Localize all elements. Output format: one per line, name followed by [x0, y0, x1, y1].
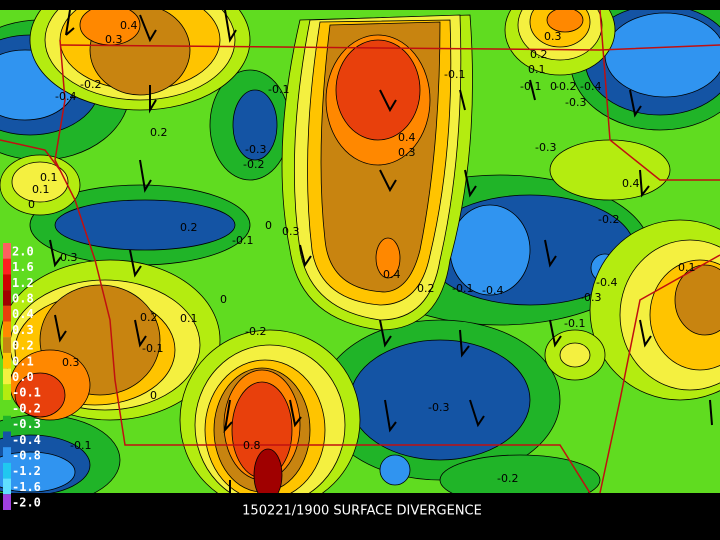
legend-swatch — [3, 447, 11, 463]
state-border — [599, 10, 720, 181]
legend-swatch — [3, 478, 11, 495]
contour-label: 0 — [220, 293, 227, 306]
contour-label: 0.1 — [40, 171, 58, 184]
contour-label: 0 — [550, 80, 557, 93]
contour-label: 0.4 — [622, 177, 640, 190]
contour-label: -0.1 — [70, 439, 91, 452]
contour-label: 0.3 — [105, 33, 123, 46]
contour-label: -0.3 — [428, 401, 449, 414]
contour-label: -0.2 — [598, 213, 619, 226]
legend-swatch — [3, 305, 11, 322]
contour-label: 0 — [28, 198, 35, 211]
legend-swatch — [3, 243, 11, 259]
legend-label: 0.1 — [12, 354, 34, 368]
color-legend: 2.0 1.6 1.20.8 0.4 0.3 0.20.1 0.0 -0.1-0.2 -0.3 -… — [3, 243, 41, 510]
state-border — [599, 254, 720, 493]
contour-label: 0.2 — [530, 48, 548, 61]
legend-swatch — [3, 494, 11, 510]
legend-swatch — [3, 321, 11, 338]
contour-label: 0 — [150, 389, 157, 402]
contour-label: -0.2 — [555, 80, 576, 93]
legend-swatch — [3, 290, 11, 306]
contour-label: 0.2 — [417, 282, 435, 295]
state-border — [0, 139, 61, 171]
contour-label: -0.4 — [580, 80, 601, 93]
contour-label: 0.4 — [398, 131, 416, 144]
legend-label: -2.0 — [12, 496, 41, 510]
legend-label: -0.8 — [12, 449, 41, 463]
contour-label: 0.2 — [180, 221, 198, 234]
contour-label: -0.1 — [520, 80, 541, 93]
band-dark-red — [253, 448, 283, 493]
contour-label: -0.3 — [245, 143, 266, 156]
contour-label: 0.2 — [150, 126, 168, 139]
legend-swatch — [3, 415, 11, 432]
contour-label: 0.3 — [60, 251, 78, 264]
contour-field: 0.4 0.3 -0.2 -0.4 0.2 -0.1 -0.3 -0.2 0.4… — [0, 10, 720, 493]
legend-swatch — [3, 431, 11, 448]
contour-label: -0.4 — [482, 284, 503, 297]
contour-label: 0.1 — [678, 261, 696, 274]
contour-label: -0.2 — [245, 325, 266, 338]
contour-label: 0.3 — [62, 356, 80, 369]
legend-label: -0.4 — [12, 433, 41, 447]
contour-label: -0.4 — [55, 90, 76, 103]
contour-label: -0.1 — [268, 83, 289, 96]
contour-label: 0.2 — [140, 311, 158, 324]
contour-label: 0.4 — [120, 19, 138, 32]
contour-label: -0.3 — [565, 96, 586, 109]
legend-label: 2.0 — [12, 244, 34, 258]
contour-label: -0.2 — [80, 78, 101, 91]
contour-label: -0.1 — [444, 68, 465, 81]
legend-label: -0.1 — [12, 386, 41, 400]
legend-label: -1.2 — [12, 464, 41, 478]
legend-label: 1.2 — [12, 276, 34, 290]
band-red — [14, 39, 421, 479]
contour-label: 0.4 — [383, 268, 401, 281]
legend-label: 1.6 — [12, 260, 34, 274]
contour-label: -0.2 — [243, 158, 264, 171]
legend-swatch — [3, 258, 11, 275]
legend-label: -0.3 — [12, 417, 41, 431]
caption: 150221/1900 SURFACE DIVERGENCE — [242, 504, 482, 519]
contour-labels: 0.4 0.3 -0.2 -0.4 0.2 -0.1 -0.3 -0.2 0.4… — [28, 19, 696, 485]
legend-label: 0.0 — [12, 370, 34, 384]
state-border — [59, 44, 720, 51]
legend-label: -1.6 — [12, 480, 41, 494]
legend-swatch — [3, 274, 11, 291]
contour-label: -0.1 — [452, 282, 473, 295]
legend-label: 0.3 — [12, 323, 34, 337]
contour-label: -0.1 — [564, 317, 585, 330]
contour-label: -0.3 — [580, 291, 601, 304]
contour-label: 0.3 — [544, 30, 562, 43]
legend-label: 0.8 — [12, 291, 34, 305]
contour-label: -0.4 — [596, 276, 617, 289]
legend-swatch — [3, 462, 11, 479]
contour-label: 0.1 — [32, 183, 50, 196]
legend-label: 0.2 — [12, 339, 34, 353]
contour-label: 0.8 — [243, 439, 261, 452]
legend-label: 0.4 — [12, 307, 34, 321]
legend-swatch — [3, 400, 11, 416]
legend-swatch — [3, 384, 11, 401]
contour-label: 0.3 — [398, 146, 416, 159]
legend-swatch — [3, 352, 11, 369]
contour-label: -0.2 — [497, 472, 518, 485]
contour-label: 0.1 — [528, 63, 546, 76]
contour-label: 0.3 — [282, 225, 300, 238]
legend-swatch — [3, 337, 11, 353]
contour-label: -0.1 — [232, 234, 253, 247]
legend-swatch — [3, 368, 11, 385]
contour-label: 0 — [265, 219, 272, 232]
contour-label: 0.1 — [180, 312, 198, 325]
contour-label: -0.3 — [535, 141, 556, 154]
legend-label: -0.2 — [12, 401, 41, 415]
state-border — [54, 39, 591, 493]
contour-label: -0.1 — [142, 342, 163, 355]
wind-barbs — [49, 10, 713, 493]
